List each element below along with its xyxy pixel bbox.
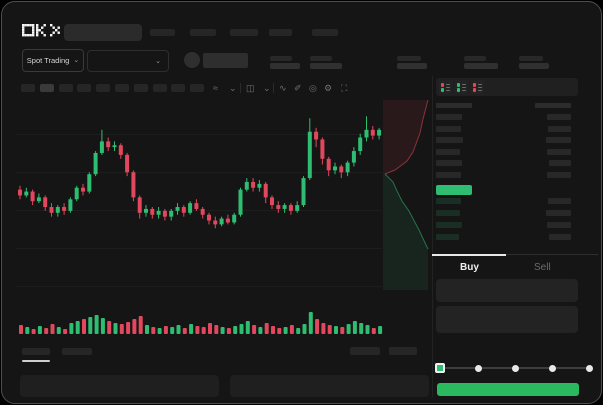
- line-tool-icon[interactable]: ∿: [279, 83, 287, 93]
- ticker-stat-label: [397, 56, 421, 61]
- ticker-stat-value: [310, 63, 342, 69]
- ask-price[interactable]: [436, 137, 463, 144]
- slider-stop[interactable]: [586, 364, 593, 372]
- bottom-panel-right[interactable]: [230, 375, 429, 397]
- ticker-stat-value: [519, 63, 549, 69]
- ticker-stat-label: [270, 56, 292, 61]
- trade-side-panel: [432, 76, 599, 397]
- nav-item[interactable]: [269, 29, 292, 36]
- bid-price[interactable]: [436, 210, 460, 216]
- ask-size: [547, 148, 571, 155]
- ticker-stat-label: [310, 56, 332, 61]
- volume-pane: [17, 294, 383, 334]
- timeframe-button[interactable]: [77, 84, 92, 92]
- pair-dropdown[interactable]: ⌄: [87, 50, 169, 72]
- toolbar-divider: [273, 83, 274, 93]
- timeframe-button[interactable]: [96, 84, 111, 92]
- ask-size: [547, 114, 571, 120]
- tab-sell[interactable]: Sell: [534, 262, 551, 273]
- chart-setting[interactable]: [389, 347, 417, 355]
- ask-price[interactable]: [436, 114, 462, 120]
- timeframe-button[interactable]: [152, 84, 167, 92]
- ask-size: [548, 125, 571, 132]
- settings-icon[interactable]: ⚙: [324, 83, 333, 93]
- ticker-stat-label: [519, 56, 543, 61]
- bid-size: [546, 210, 571, 216]
- ask-size: [546, 137, 571, 144]
- tab-buy[interactable]: Buy: [460, 262, 479, 273]
- chevron-down-icon: ⌄: [73, 57, 80, 64]
- nav-item[interactable]: [150, 29, 175, 36]
- active-tab-indicator: [432, 254, 506, 256]
- ticker-stat-value: [397, 63, 427, 69]
- chart-tab[interactable]: [62, 348, 92, 355]
- price-input[interactable]: [436, 279, 578, 302]
- search-input[interactable]: [64, 24, 142, 41]
- draw-tool-icon[interactable]: ✐: [294, 83, 302, 93]
- book-col-price-header: [436, 103, 472, 108]
- ask-price[interactable]: [436, 172, 461, 178]
- bid-size: [548, 198, 571, 204]
- ask-price[interactable]: [436, 125, 461, 132]
- book-col-size-header: [535, 103, 571, 108]
- coin-icon: [184, 52, 200, 68]
- slider-handle[interactable]: [435, 363, 445, 373]
- bid-size: [547, 222, 571, 228]
- ticker-stat-value: [270, 63, 300, 69]
- candle-style-icon[interactable]: ◫: [246, 83, 255, 93]
- timeframe-button[interactable]: [133, 84, 148, 92]
- caret-down-icon[interactable]: ⌄: [229, 83, 237, 93]
- ask-price[interactable]: [436, 160, 462, 167]
- timeframe-button[interactable]: [58, 84, 73, 92]
- screenshot-icon[interactable]: ◎: [309, 83, 317, 93]
- pair-name-placeholder: [203, 53, 248, 68]
- timeframe-button[interactable]: [190, 84, 205, 92]
- ask-price[interactable]: [436, 148, 460, 155]
- nav-item[interactable]: [190, 29, 216, 36]
- bid-price[interactable]: [436, 222, 462, 228]
- slider-stop[interactable]: [512, 364, 519, 372]
- chevron-down-icon: ⌄: [155, 58, 161, 65]
- market-type-dropdown[interactable]: Spot Trading ⌄: [22, 49, 84, 72]
- toolbar-divider: [240, 83, 241, 93]
- indicator-icon[interactable]: ≈: [213, 83, 218, 93]
- nav-item[interactable]: [230, 29, 258, 36]
- okx-logo: [22, 24, 60, 38]
- slider-stop[interactable]: [475, 364, 482, 372]
- caret-down-icon[interactable]: ⌄: [263, 83, 271, 93]
- bid-size: [549, 234, 571, 240]
- fullscreen-icon[interactable]: ⛶: [341, 83, 348, 93]
- depth-chart: [383, 97, 431, 290]
- market-type-label: Spot Trading: [26, 56, 70, 65]
- asks-book-icon[interactable]: [471, 80, 484, 94]
- nav-item[interactable]: [312, 29, 338, 36]
- ask-size: [549, 160, 571, 167]
- buy-sell-tabs: Buy Sell: [432, 254, 598, 281]
- bottom-panel-left[interactable]: [20, 375, 219, 397]
- ticker-stat-value: [464, 63, 498, 69]
- timeframe-button[interactable]: [171, 84, 186, 92]
- ticker-stat-label: [464, 56, 486, 61]
- buy-submit-button[interactable]: [437, 383, 579, 396]
- timeframe-button[interactable]: [115, 84, 129, 92]
- bids-book-icon[interactable]: [455, 80, 468, 94]
- ask-size: [547, 172, 571, 178]
- candlestick-svg: [16, 116, 382, 287]
- timeframe-button[interactable]: [39, 84, 54, 92]
- amount-input[interactable]: [436, 306, 578, 333]
- candlestick-chart[interactable]: [16, 97, 382, 290]
- chart-tab[interactable]: [22, 348, 50, 355]
- slider-stop[interactable]: [549, 364, 556, 372]
- combined-book-icon[interactable]: [439, 80, 452, 94]
- bid-price[interactable]: [436, 234, 459, 240]
- active-tab-underline: [22, 360, 50, 362]
- last-price-highlight[interactable]: [436, 185, 472, 195]
- chart-setting[interactable]: [350, 347, 380, 355]
- bid-price[interactable]: [436, 198, 461, 204]
- timeframe-button[interactable]: [21, 84, 35, 92]
